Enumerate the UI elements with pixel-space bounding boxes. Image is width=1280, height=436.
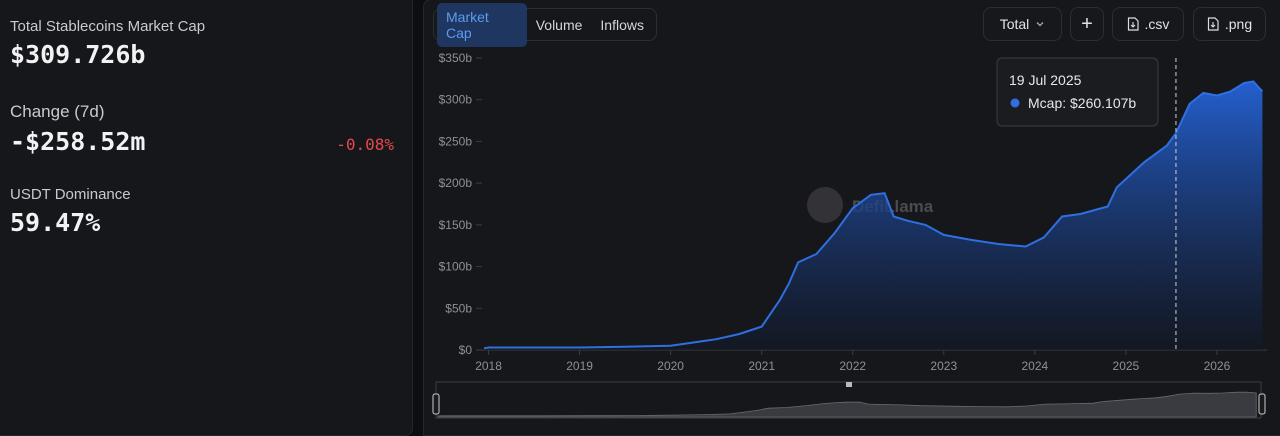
png-button[interactable]: .png — [1193, 7, 1266, 41]
tab[interactable]: Volume — [535, 16, 583, 33]
stat-label: Change (7d) — [10, 102, 105, 121]
dropdown-button[interactable]: Total — [983, 7, 1062, 41]
button-label: Total — [999, 16, 1030, 32]
stat-change: -0.08% — [336, 135, 394, 154]
stat-value: 59.47% — [10, 208, 101, 237]
button-label: .csv — [1144, 16, 1170, 32]
button-label: + — [1081, 12, 1093, 35]
stat-label: Total Stablecoins Market Cap — [10, 18, 206, 35]
tab[interactable]: Market Cap — [437, 2, 527, 47]
csv-button[interactable]: .csv — [1112, 7, 1184, 41]
tab-group: Market Cap Volume Inflows — [433, 2, 657, 47]
button-label: .png — [1224, 16, 1253, 32]
tab[interactable]: Inflows — [600, 16, 644, 33]
stat-value: -$258.52m — [10, 127, 146, 156]
chart-panel — [423, 0, 1280, 436]
file-icon — [1127, 17, 1139, 31]
file-icon — [1207, 17, 1219, 31]
add-button[interactable]: + — [1070, 7, 1104, 41]
chevron-icon — [1036, 22, 1044, 27]
stat-label: USDT Dominance — [10, 186, 131, 203]
summary-panel: Total Stablecoins Market Cap $309.726b C… — [0, 0, 413, 436]
stat-value: $309.726b — [10, 40, 146, 69]
